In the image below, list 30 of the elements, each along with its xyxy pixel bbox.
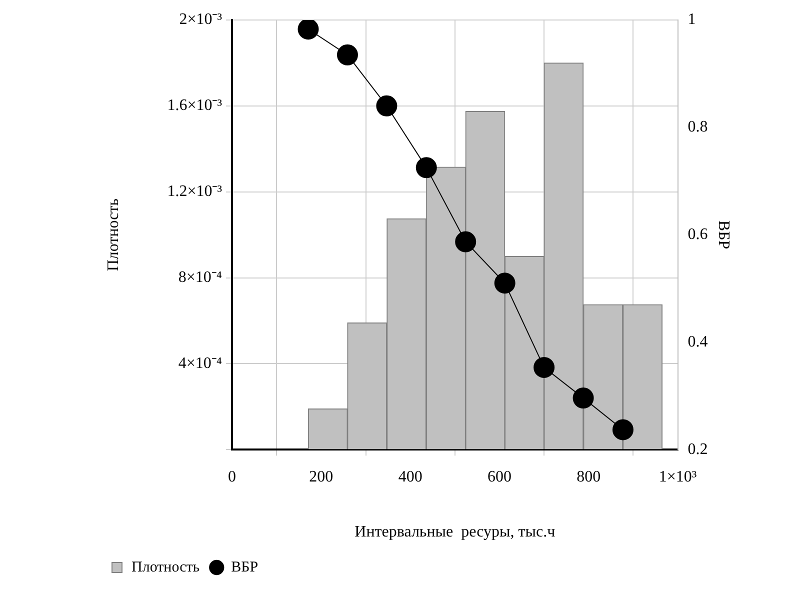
y2-tick-label: 0.2: [688, 440, 708, 458]
x-axis-title: Интервальные ресуры, тыс.ч: [354, 524, 556, 541]
point: [298, 20, 319, 40]
y2-tick-label: 0.4: [688, 333, 708, 350]
y-tick-label: 1.6×10⁻³: [167, 97, 222, 114]
x-tick-label: 200: [309, 468, 334, 486]
point: [534, 356, 555, 378]
x-tick-label: 800: [576, 468, 601, 486]
point: [376, 95, 398, 116]
point: [572, 388, 594, 409]
x-tick-label: 400: [398, 468, 422, 486]
y2-tick-label: 0.8: [688, 118, 708, 136]
x-tick-label: 1×10³: [658, 468, 697, 486]
point: [416, 157, 437, 178]
legend-label: Плотность: [132, 559, 200, 576]
y-tick-label: 8×10⁻⁴: [178, 268, 222, 286]
point: [612, 419, 634, 440]
y-axis-title: Плотность: [104, 198, 122, 272]
x-tick-label: 0: [228, 468, 236, 486]
point: [494, 272, 516, 294]
x-tick-label: 600: [487, 468, 512, 486]
y2-tick-label: 1: [688, 11, 696, 28]
y-tick-label: 1.2×10⁻³: [167, 183, 222, 200]
y2-tick-label: 0.6: [688, 226, 708, 244]
y2-axis-title: ВБР: [715, 220, 732, 250]
y-tick-label: 2×10⁻³: [179, 11, 222, 28]
y-tick-label: 4×10⁻⁴: [178, 354, 222, 372]
point: [455, 231, 476, 252]
point: [336, 44, 358, 66]
legend-label: ВБР: [231, 559, 258, 576]
